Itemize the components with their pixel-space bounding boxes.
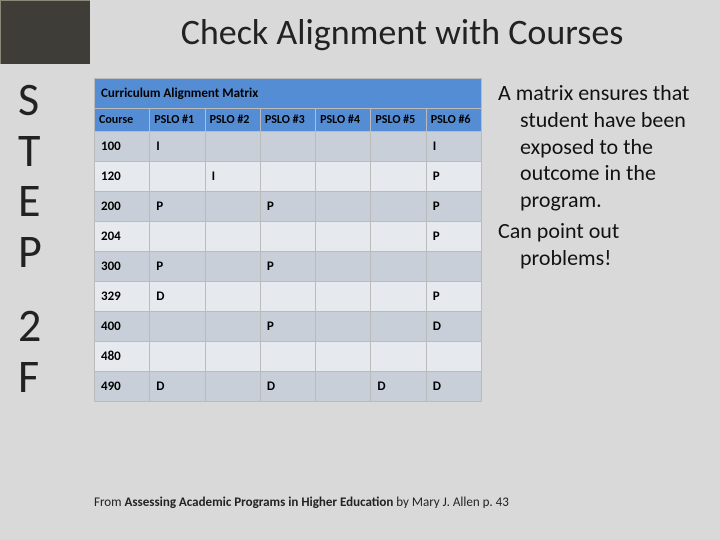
table-cell: 400: [95, 312, 150, 342]
table-cell: [371, 192, 426, 222]
corner-block: [0, 0, 90, 64]
table-cell: I: [426, 132, 481, 162]
col-pslo6: PSLO #6: [426, 109, 481, 132]
table-cell: D: [426, 372, 481, 402]
table-cell: [205, 282, 260, 312]
table-cell: [316, 132, 371, 162]
table-row: 120 I P: [95, 162, 482, 192]
col-pslo1: PSLO #1: [150, 109, 205, 132]
table-cell: [371, 222, 426, 252]
table-cell: I: [205, 162, 260, 192]
side-t: T: [18, 126, 78, 177]
bullet-2: Can point out problems!: [498, 218, 704, 272]
table-cell: [260, 222, 315, 252]
col-pslo3: PSLO #3: [260, 109, 315, 132]
table-cell: 120: [95, 162, 150, 192]
table-cell: [260, 342, 315, 372]
table-cell: P: [150, 252, 205, 282]
table-cell: [150, 162, 205, 192]
table-cell: 100: [95, 132, 150, 162]
table-cell: [150, 222, 205, 252]
table-cell: [260, 282, 315, 312]
table-cell: [426, 342, 481, 372]
table-cell: [426, 252, 481, 282]
table-cell: [316, 342, 371, 372]
table-cell: [316, 282, 371, 312]
citation: From Assessing Academic Programs in High…: [94, 495, 509, 510]
table-cell: [205, 342, 260, 372]
table-cell: [371, 282, 426, 312]
citation-post: by Mary J. Allen p. 43: [396, 495, 509, 510]
table-cell: D: [150, 372, 205, 402]
alignment-matrix: Curriculum Alignment Matrix Course PSLO …: [94, 78, 482, 402]
table-cell: [205, 222, 260, 252]
table-cell: D: [260, 372, 315, 402]
citation-book: Assessing Academic Programs in Higher Ed…: [124, 495, 396, 510]
bullet-text: A matrix ensures that student have been …: [498, 80, 704, 276]
table-cell: [260, 162, 315, 192]
table-cell: [371, 342, 426, 372]
table-cell: D: [371, 372, 426, 402]
table-row: 490DDDD: [95, 372, 482, 402]
table-row: 100II: [95, 132, 482, 162]
table-cell: [205, 312, 260, 342]
side-p: P: [18, 227, 78, 278]
table-cell: D: [426, 312, 481, 342]
table-cell: 300: [95, 252, 150, 282]
table-cell: 204: [95, 222, 150, 252]
table-cell: P: [426, 162, 481, 192]
table-cell: P: [426, 282, 481, 312]
table-cell: P: [260, 192, 315, 222]
table-cell: [205, 132, 260, 162]
table-cell: I: [150, 132, 205, 162]
table-cell: 490: [95, 372, 150, 402]
table-cell: [316, 372, 371, 402]
side-letters: S T E P 2 F: [18, 75, 78, 403]
bullet-1: A matrix ensures that student have been …: [498, 80, 704, 214]
col-pslo2: PSLO #2: [205, 109, 260, 132]
table-row: 400 P D: [95, 312, 482, 342]
table-cell: [150, 342, 205, 372]
table-row: 329D P: [95, 282, 482, 312]
side-s: S: [18, 75, 78, 126]
table-cell: 200: [95, 192, 150, 222]
table-cell: P: [150, 192, 205, 222]
slide-title: Check Alignment with Courses: [100, 10, 704, 54]
table-cell: [371, 252, 426, 282]
table-cell: [150, 312, 205, 342]
side-f: F: [18, 352, 78, 403]
side-2: 2: [18, 301, 78, 352]
col-pslo5: PSLO #5: [371, 109, 426, 132]
table-cell: 329: [95, 282, 150, 312]
table-row: 480: [95, 342, 482, 372]
table-cell: P: [260, 252, 315, 282]
table-cell: [371, 312, 426, 342]
citation-pre: From: [94, 495, 124, 510]
table-cell: P: [260, 312, 315, 342]
matrix-title: Curriculum Alignment Matrix: [95, 79, 482, 109]
table-cell: [371, 162, 426, 192]
table-cell: P: [426, 192, 481, 222]
table-cell: [316, 162, 371, 192]
side-e: E: [18, 176, 78, 227]
table-cell: 480: [95, 342, 150, 372]
table-row: 300PP: [95, 252, 482, 282]
col-course: Course: [95, 109, 150, 132]
table-cell: [316, 192, 371, 222]
table-cell: [205, 372, 260, 402]
table-cell: [316, 312, 371, 342]
table-cell: P: [426, 222, 481, 252]
table-row: 200PPP: [95, 192, 482, 222]
table-cell: [371, 132, 426, 162]
table-cell: D: [150, 282, 205, 312]
table-cell: [205, 192, 260, 222]
table-cell: [205, 252, 260, 282]
col-pslo4: PSLO #4: [316, 109, 371, 132]
table-cell: [316, 222, 371, 252]
table-cell: [260, 132, 315, 162]
table-cell: [316, 252, 371, 282]
table-row: 204 P: [95, 222, 482, 252]
